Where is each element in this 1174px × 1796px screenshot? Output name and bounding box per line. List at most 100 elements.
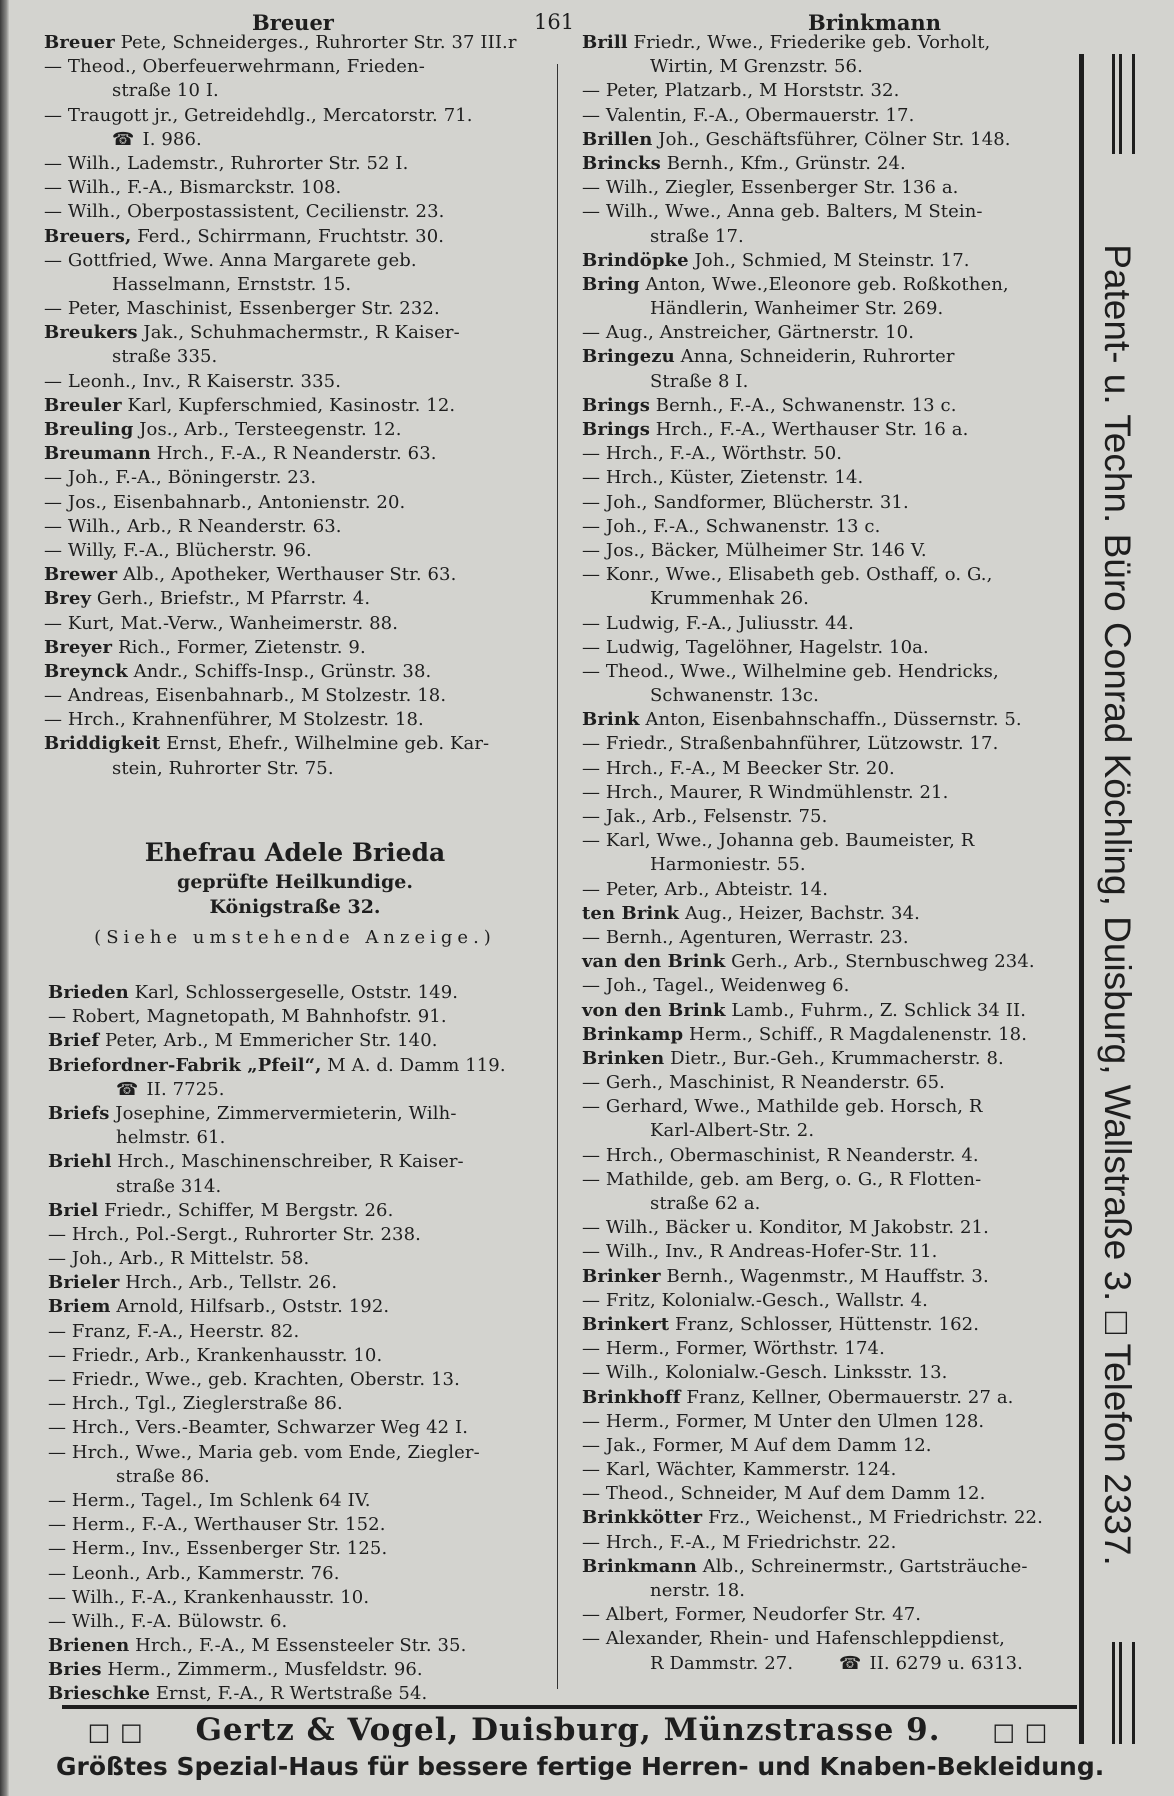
directory-entry: Brillen Joh., Geschäftsführer, Cölner St…	[582, 128, 1043, 152]
entry-text: Ferd., Schirrmann, Fruchtstr. 30.	[131, 225, 445, 247]
entry-text: straße 62 a.	[650, 1193, 761, 1214]
directory-entry: Brinker Bernh., Wagenmstr., M Hauffstr. …	[582, 1265, 1043, 1289]
directory-subentry: — Mathilde, geb. am Berg, o. G., R Flott…	[582, 1168, 1043, 1192]
entry-text: — Wilh., Ziegler, Essenberger Str. 136 a…	[582, 177, 959, 199]
entry-surname: Brieler	[48, 1272, 120, 1294]
entry-surname: Briddigkeit	[44, 733, 161, 755]
entry-text: — Konr., Wwe., Elisabeth geb. Osthaff, o…	[582, 564, 993, 586]
entry-text: II. 7725.	[146, 1078, 225, 1100]
directory-entry: Brieden Karl, Schlossergeselle, Oststr. …	[48, 981, 506, 1005]
directory-subentry: — Theod., Wwe., Wilhelmine geb. Hendrick…	[582, 660, 1043, 684]
entry-text: — Gerh., Maschinist, R Neanderstr. 65.	[582, 1072, 945, 1094]
directory-subentry: — Wilh., F.-A., Krankenhausstr. 10.	[48, 1586, 506, 1610]
entry-surname: Brieden	[48, 982, 129, 1003]
directory-subentry: — Friedr., Straßenbahnführer, Lützowstr.…	[582, 732, 1043, 756]
advert-address: Königstraße 32.	[209, 896, 381, 918]
entry-text: R Dammstr. 27.	[650, 1652, 799, 1674]
entry-text: — Hrch., Tgl., Zieglerstraße 86.	[48, 1393, 343, 1415]
directory-entry: Brincks Bernh., Kfm., Grünstr. 24.	[582, 152, 1043, 176]
page-number: 161	[534, 10, 575, 34]
entry-text: — Kurt, Mat.-Verw., Wanheimerstr. 88.	[44, 612, 399, 634]
directory-subentry: — Wilh., Ziegler, Essenberger Str. 136 a…	[582, 176, 1043, 200]
entry-text: — Herm., F.-A., Werthauser Str. 152.	[48, 1514, 386, 1536]
directory-entry: Brinkamp Herm., Schiff., R Magdalenenstr…	[582, 1023, 1043, 1047]
square-ornament-icon: □ □	[87, 1718, 144, 1746]
entry-text: — Jos., Eisenbahnarb., Antonienstr. 20.	[44, 491, 406, 513]
entry-text: Bernh., Wagenmstr., M Hauffstr. 3.	[660, 1265, 989, 1287]
entry-surname: Bring	[582, 273, 640, 295]
entry-continuation: nerstr. 18.	[582, 1579, 1043, 1603]
telephone-icon: ☎	[838, 1652, 862, 1674]
entry-text: Joh., Schmied, M Steinstr. 17.	[688, 249, 970, 271]
directory-subentry: — Wilh., F.-A. Bülowstr. 6.	[48, 1610, 506, 1634]
entry-text: — Herm., Former, M Unter den Ulmen 128.	[582, 1410, 985, 1432]
entry-continuation: ☎ II. 7725.	[48, 1078, 506, 1102]
directory-subentry: — Ludwig, Tagelöhner, Hagelstr. 10a.	[582, 636, 1043, 660]
entry-text: — Alexander, Rhein- und Hafenschleppdien…	[582, 1628, 1005, 1650]
directory-entry: Brieler Hrch., Arb., Tellstr. 26.	[48, 1271, 506, 1295]
entry-text: Joh., Geschäftsführer, Cölner Str. 148.	[652, 128, 1011, 150]
directory-subentry: — Fritz, Kolonialw.-Gesch., Wallstr. 4.	[582, 1289, 1043, 1313]
entry-text: Gerh., Briefstr., M Pfarrstr. 4.	[91, 588, 371, 610]
directory-subentry: — Gottfried, Wwe. Anna Margarete geb.	[44, 249, 517, 273]
entry-text: — Valentin, F.-A., Obermauerstr. 17.	[582, 104, 915, 126]
directory-entry: Brinkert Franz, Schlosser, Hüttenstr. 16…	[582, 1313, 1043, 1337]
sidebar-advert: Patent- u. Techn. Büro Conrad Köchling, …	[1097, 244, 1138, 1566]
directory-subentry: — Andreas, Eisenbahnarb., M Stolzestr. 1…	[44, 684, 517, 708]
directory-subentry: — Peter, Platzarb., M Horststr. 32.	[582, 79, 1043, 103]
directory-entry: Briddigkeit Ernst, Ehefr., Wilhelmine ge…	[44, 732, 517, 756]
directory-subentry: — Hrch., Krahnenführer, M Stolzestr. 18.	[44, 708, 517, 732]
entry-surname: Breyer	[44, 636, 113, 658]
entry-text: — Theod., Schneider, M Auf dem Damm 12.	[582, 1483, 986, 1505]
footer-advert-line1: □ □ Gertz & Vogel, Duisburg, Münzstrasse…	[56, 1712, 1080, 1748]
directory-subentry: — Willy, F.-A., Blücherstr. 96.	[44, 539, 517, 563]
directory-entry: von den Brink Lamb., Fuhrm., Z. Schlick …	[582, 999, 1043, 1023]
entry-text: Bernh., F.-A., Schwanenstr. 13 c.	[649, 394, 957, 416]
entry-text: Anton, Wwe.,Eleonore geb. Roßkothen,	[639, 273, 1009, 295]
entry-continuation: ☎ I. 986.	[44, 128, 517, 152]
directory-subentry: — Wilh., Oberpostassistent, Cecilienstr.…	[44, 200, 517, 224]
entry-text: — Hrch., Wwe., Maria geb. vom Ende, Zieg…	[48, 1441, 480, 1463]
directory-entry: Brieschke Ernst, F.-A., R Wertstraße 54.	[48, 1682, 506, 1706]
directory-entry: Brinken Dietr., Bur.-Geh., Krummacherstr…	[582, 1047, 1043, 1071]
entry-text: — Joh., F.-A., Böningerstr. 23.	[44, 467, 317, 489]
entry-text: M A. d. Damm 119.	[321, 1054, 506, 1076]
directory-subentry: — Hrch., F.-A., M Friedrichstr. 22.	[582, 1531, 1043, 1555]
entry-text: Arnold, Hilfsarb., Oststr. 192.	[110, 1296, 390, 1318]
directory-subentry: — Bernh., Agenturen, Werrastr. 23.	[582, 926, 1043, 950]
entry-text: Jak., Schuhmachermstr., R Kaiser-	[137, 322, 460, 344]
entry-surname: Brindöpke	[582, 249, 689, 271]
entry-surname: Brey	[44, 588, 92, 610]
entry-surname: Bries	[48, 1659, 102, 1681]
directory-entry: Breynck Andr., Schiffs-Insp., Grünstr. 3…	[44, 660, 517, 684]
entry-text: — Hrch., Maurer, R Windmühlenstr. 21.	[582, 781, 949, 803]
entry-text: Franz, Schlosser, Hüttenstr. 162.	[669, 1313, 980, 1335]
entry-text: — Friedr., Straßenbahnführer, Lützowstr.…	[582, 733, 999, 755]
directory-subentry: — Hrch., Pol.-Sergt., Ruhrorter Str. 238…	[48, 1223, 506, 1247]
entry-surname: Brienen	[48, 1635, 130, 1657]
directory-subentry: — Jos., Bäcker, Mülheimer Str. 146 V.	[582, 539, 1043, 563]
entry-text: — Hrch., F.-A., M Friedrichstr. 22.	[582, 1531, 897, 1553]
column-divider	[557, 64, 558, 1689]
entry-text: Josephine, Zimmervermieterin, Wilh-	[109, 1102, 457, 1124]
directory-subentry: — Wilh., Bäcker u. Konditor, M Jakobstr.…	[582, 1216, 1043, 1240]
entry-text: — Fritz, Kolonialw.-Gesch., Wallstr. 4.	[582, 1289, 928, 1311]
entry-text: Frz., Weichenst., M Friedrichstr. 22.	[702, 1507, 1043, 1529]
entry-text: — Joh., Sandformer, Blücherstr. 31.	[582, 491, 909, 513]
entry-continuation: Straße 8 I.	[582, 370, 1043, 394]
directory-subentry: — Peter, Maschinist, Essenberger Str. 23…	[44, 297, 517, 321]
entry-continuation: straße 314.	[48, 1175, 506, 1199]
directory-subentry: — Hrch., Tgl., Zieglerstraße 86.	[48, 1392, 506, 1416]
entry-surname: Brieschke	[48, 1683, 150, 1705]
directory-subentry: — Friedr., Arb., Krankenhausstr. 10.	[48, 1344, 506, 1368]
entry-text: Hrch., F.-A., R Neanderstr. 63.	[150, 443, 437, 465]
directory-subentry: — Konr., Wwe., Elisabeth geb. Osthaff, o…	[582, 563, 1043, 587]
entry-text: Anton, Eisenbahnschaffn., Düssernstr. 5.	[639, 709, 1022, 731]
entry-text: Karl, Kupferschmied, Kasinostr. 12.	[121, 394, 456, 416]
directory-subentry: — Karl, Wwe., Johanna geb. Baumeister, R	[582, 829, 1043, 853]
entry-continuation: straße 10 I.	[44, 79, 517, 103]
directory-subentry: — Aug., Anstreicher, Gärtnerstr. 10.	[582, 321, 1043, 345]
entry-text: — Karl, Wächter, Kammerstr. 124.	[582, 1459, 897, 1481]
directory-entry: ten Brink Aug., Heizer, Bachstr. 34.	[582, 902, 1043, 926]
directory-subentry: — Albert, Former, Neudorfer Str. 47.	[582, 1603, 1043, 1627]
